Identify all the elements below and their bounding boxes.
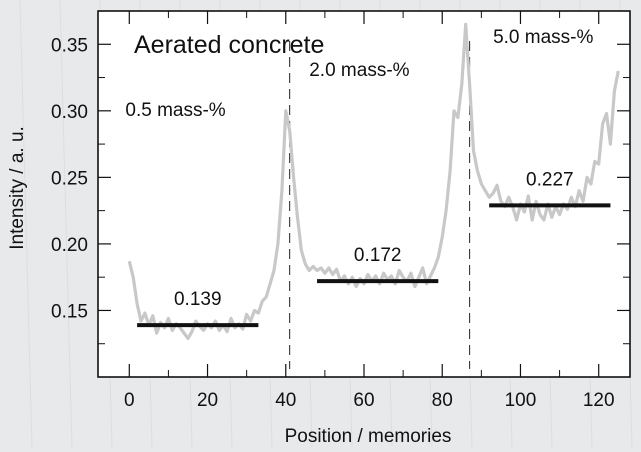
- axis-ticks: 0 20 40 60 80 100 120 0.15 0.20 0.25 0.30 0.35: [51, 11, 630, 411]
- y-tick-label: 0.20: [51, 235, 88, 256]
- x-tick-label: 120: [583, 390, 615, 411]
- decor-line: [59, 0, 73, 448]
- x-tick-label: 60: [353, 390, 374, 411]
- x-tick-label: 100: [505, 390, 537, 411]
- x-axis-label: Position / memories: [285, 426, 452, 447]
- chart-title: Aerated concrete: [134, 31, 324, 59]
- y-tick-label: 0.25: [51, 168, 88, 189]
- mean-level-label: 0.172: [354, 245, 402, 266]
- region-label: 0.5 mass-%: [125, 100, 225, 121]
- region-label: 5.0 mass-%: [493, 27, 593, 48]
- x-tick-label: 0: [124, 390, 135, 411]
- labels: 0.5 mass-% 2.0 mass-% 5.0 mass-%: [125, 27, 593, 121]
- decor-line: [19, 0, 33, 448]
- plot-area: [97, 10, 631, 378]
- y-tick-label: 0.30: [51, 102, 88, 123]
- y-axis-label: Intensity / a. u.: [7, 126, 28, 250]
- x-tick-label: 40: [275, 390, 296, 411]
- level-lines: 0.139 0.172 0.227: [137, 169, 611, 328]
- y-tick-label: 0.15: [51, 301, 88, 322]
- x-tick-label: 20: [197, 390, 218, 411]
- mean-level-label: 0.139: [174, 289, 222, 310]
- region-label: 2.0 mass-%: [309, 60, 409, 81]
- x-tick-label: 80: [432, 390, 453, 411]
- y-tick-label: 0.35: [51, 35, 88, 56]
- mean-level-label: 0.227: [526, 169, 574, 190]
